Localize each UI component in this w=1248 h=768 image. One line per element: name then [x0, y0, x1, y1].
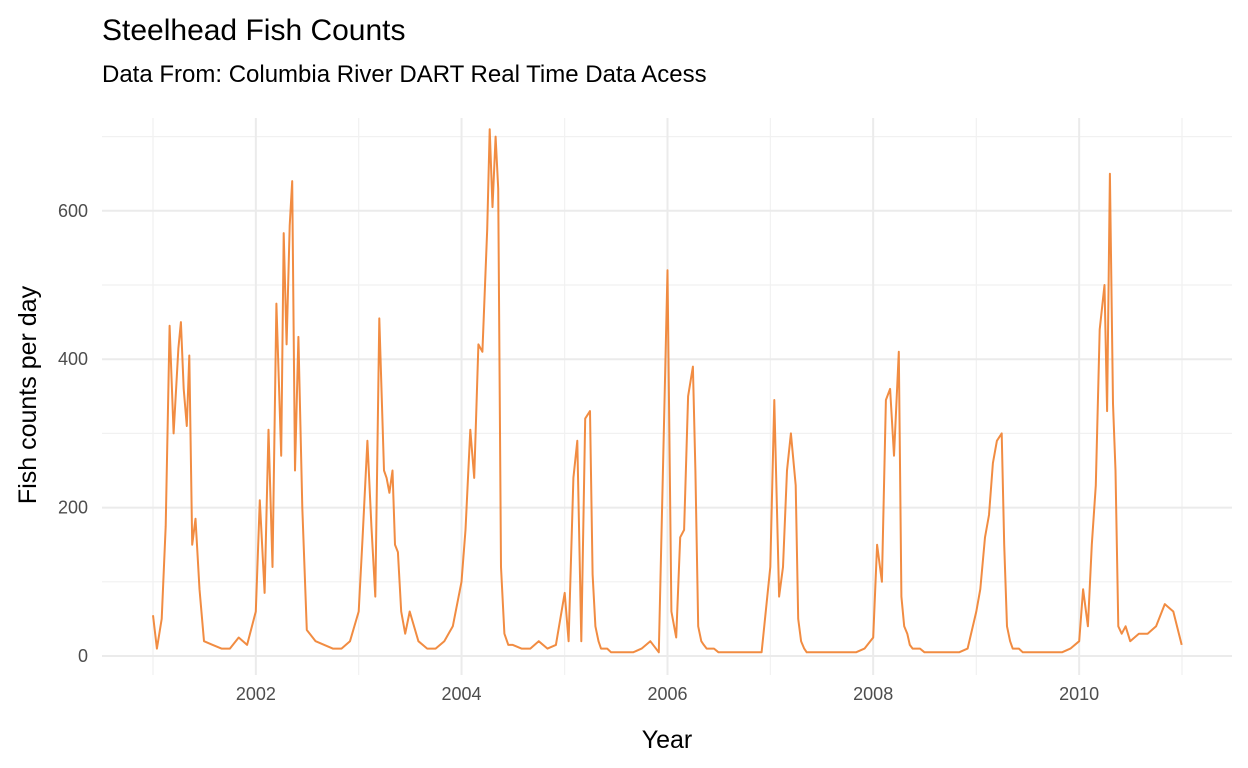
- x-tick-label: 2010: [1059, 684, 1099, 704]
- series-line: [152, 128, 1183, 654]
- series-group: [152, 128, 1183, 654]
- y-axis-title: Fish counts per day: [14, 285, 42, 504]
- x-tick-label: 2004: [442, 684, 482, 704]
- x-tick-label: 2008: [853, 684, 893, 704]
- y-tick-label: 400: [58, 349, 88, 369]
- x-axis-ticks: 2002 2004 2006 2008 2010: [236, 684, 1099, 704]
- y-tick-label: 600: [58, 201, 88, 221]
- chart-subtitle: Data From: Columbia River DART Real Time…: [102, 61, 707, 88]
- y-tick-label: 200: [58, 498, 88, 518]
- x-tick-label: 2006: [647, 684, 687, 704]
- x-tick-label: 2002: [236, 684, 276, 704]
- y-axis-ticks: 0 200 400 600: [58, 201, 88, 666]
- grid: [102, 118, 1232, 675]
- y-tick-label: 0: [78, 646, 88, 666]
- chart-title: Steelhead Fish Counts: [102, 14, 406, 47]
- x-axis-title: Year: [642, 726, 693, 754]
